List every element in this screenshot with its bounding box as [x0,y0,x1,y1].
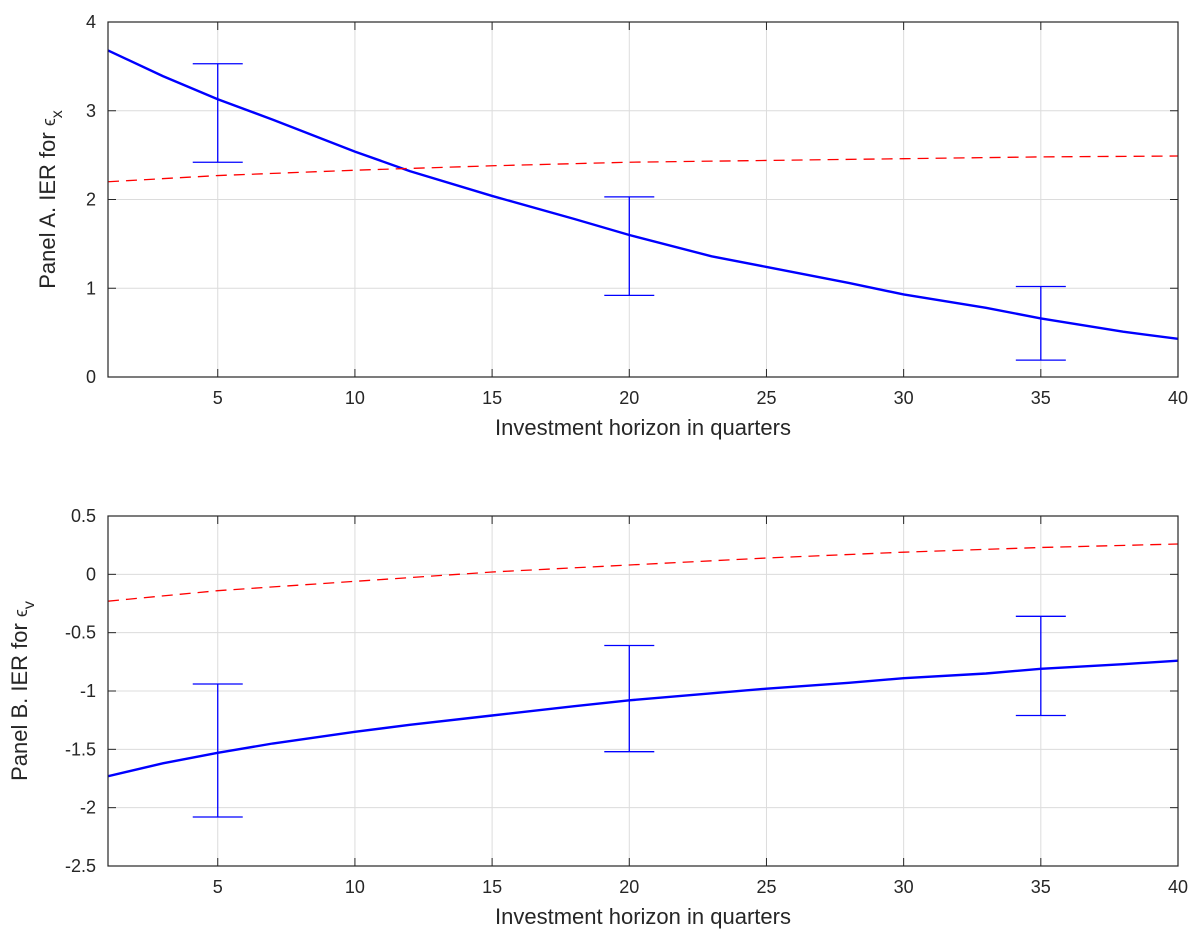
x-tick-label: 40 [1168,877,1188,897]
y-tick-label: 0 [86,367,96,387]
x-tick-label: 10 [345,877,365,897]
y-axis-label-symbol: ϵ [11,609,31,617]
y-tick-label: -2 [80,798,96,818]
y-tick-label: -2.5 [65,856,96,876]
error-bar [1015,615,1066,717]
y-tick-label: -1 [80,681,96,701]
x-axis-label: Investment horizon in quarters [495,415,791,440]
x-tick-label: 35 [1031,388,1051,408]
axes-frame [107,21,1179,378]
panel-a: 5 10 15 20 25 30 35 40 0 1 2 3 4 Investment horizon i… [35,12,1188,440]
x-tick-label: 15 [482,388,502,408]
x-tick-label: 10 [345,388,365,408]
model-curve-dashed [108,543,1178,602]
error-bar [192,683,243,818]
x-tick-label: 25 [756,388,776,408]
y-axis-label-text: Panel B. IER for [7,617,32,781]
y-axis-label-subscript: x [49,110,66,118]
panel-b: 5 10 15 20 25 30 35 40 -2.5 -2 -1.5 -1 -0.5 0 0.5 Inves… [7,506,1188,929]
x-tick-label: 5 [213,388,223,408]
y-tick-label: 2 [86,190,96,210]
axes-frame [107,515,1179,867]
y-tick-label: 0.5 [71,506,96,526]
y-tick-label: -1.5 [65,739,96,759]
y-axis-label-symbol: ϵ [39,118,59,126]
x-tick-label: 20 [619,388,639,408]
x-tick-label: 30 [894,877,914,897]
error-bar [604,196,655,297]
x-tick-label: 30 [894,388,914,408]
error-bar [192,63,243,163]
y-tick-label: 1 [86,278,96,298]
x-tick-label: 5 [213,877,223,897]
y-tick-label: 3 [86,101,96,121]
error-bar [604,644,655,753]
y-axis-label: Panel A. IER for ϵx [35,110,66,289]
x-tick-label: 15 [482,877,502,897]
x-tick-label: 40 [1168,388,1188,408]
y-axis-label-subscript: v [21,601,38,609]
y-axis-label: Panel B. IER for ϵv [7,601,38,781]
error-bar [1015,285,1066,361]
x-tick-label: 35 [1031,877,1051,897]
y-axis-label-text: Panel A. IER for [35,126,60,289]
x-tick-label: 25 [756,877,776,897]
x-tick-label: 20 [619,877,639,897]
y-tick-label: 0 [86,564,96,584]
y-tick-label: -0.5 [65,623,96,643]
x-axis-label: Investment horizon in quarters [495,904,791,929]
y-tick-label: 4 [86,12,96,32]
model-curve-dashed [108,155,1178,183]
